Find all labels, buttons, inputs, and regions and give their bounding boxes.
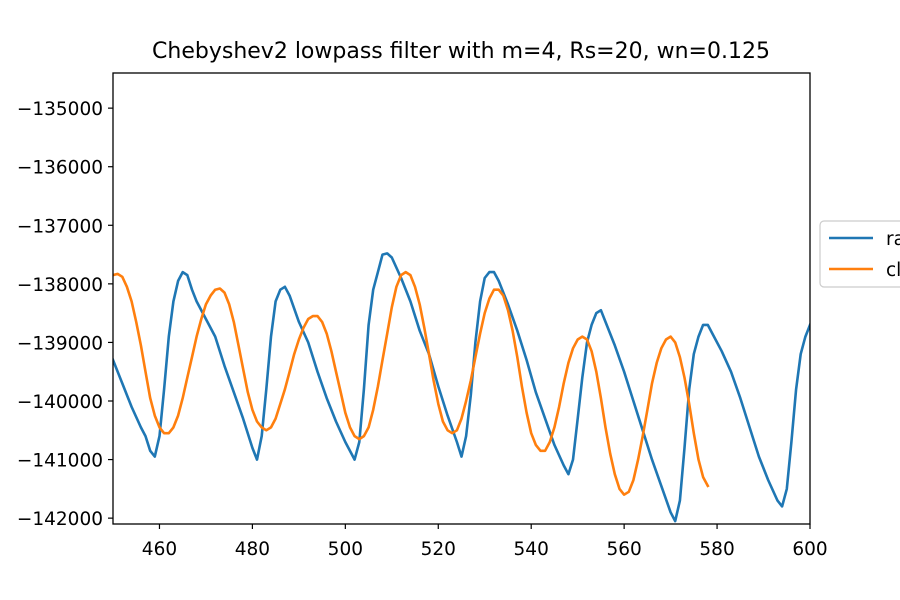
legend: ra cl — [819, 220, 900, 288]
x-tick-label: 500 — [328, 539, 363, 560]
x-tick-label: 580 — [699, 539, 734, 560]
y-tick-label: −142000 — [17, 509, 103, 530]
x-tick-label: 560 — [606, 539, 641, 560]
plot-frame — [112, 72, 811, 525]
x-tick-label: 460 — [142, 539, 177, 560]
x-tick-label: 520 — [421, 539, 456, 560]
y-tick-label: −141000 — [17, 451, 103, 472]
y-tick-label: −136000 — [17, 158, 103, 179]
x-tick-label: 600 — [792, 539, 827, 560]
plot-area — [112, 72, 811, 525]
y-axis: −135000 −136000 −137000 −138000 −139000 −1400… — [17, 99, 113, 530]
series-line-cl — [113, 270, 710, 496]
y-tick-label: −140000 — [17, 392, 103, 413]
y-tick-label: −137000 — [17, 216, 103, 237]
x-axis: 460 480 500 520 540 560 580 600 — [142, 524, 828, 560]
legend-label: cl — [886, 260, 900, 281]
series-line-ra — [113, 252, 810, 523]
x-tick-label: 480 — [235, 539, 270, 560]
series-lines — [113, 252, 810, 523]
y-tick-label: −135000 — [17, 99, 103, 120]
y-tick-label: −138000 — [17, 275, 103, 296]
y-tick-label: −139000 — [17, 333, 103, 354]
x-tick-label: 540 — [514, 539, 549, 560]
legend-label: ra — [886, 229, 900, 250]
chart-title: Chebyshev2 lowpass filter with m=4, Rs=2… — [152, 39, 770, 64]
